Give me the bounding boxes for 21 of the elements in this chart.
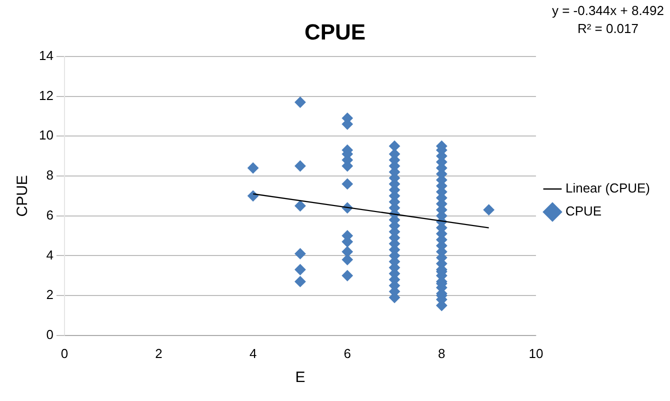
legend-label: CPUE bbox=[565, 204, 602, 219]
y-tick-label: 6 bbox=[46, 207, 54, 222]
x-tick-label: 4 bbox=[249, 346, 257, 361]
x-tick-label: 6 bbox=[344, 346, 351, 361]
y-tick-label: 4 bbox=[46, 247, 54, 262]
y-axis-title: CPUE bbox=[14, 175, 32, 217]
x-tick-label: 0 bbox=[60, 346, 68, 361]
text: y = -0.344x + 8.492 bbox=[552, 2, 664, 20]
y-tick-label: 14 bbox=[38, 48, 54, 63]
x-tick-label: 8 bbox=[438, 346, 446, 361]
x-tick-label: 10 bbox=[528, 346, 544, 361]
y-tick-label: 8 bbox=[46, 168, 54, 183]
legend-label: Linear (CPUE) bbox=[565, 180, 650, 196]
text: R² = 0.017 bbox=[576, 20, 640, 38]
y-tick-label: 12 bbox=[38, 88, 54, 103]
chart-title: CPUE bbox=[304, 19, 366, 44]
y-tick-label: 2 bbox=[46, 287, 54, 302]
x-tick-label: 2 bbox=[155, 346, 162, 361]
y-tick-label: 10 bbox=[38, 128, 54, 143]
y-tick-label: 0 bbox=[46, 326, 54, 342]
x-axis-title: E bbox=[295, 369, 306, 386]
